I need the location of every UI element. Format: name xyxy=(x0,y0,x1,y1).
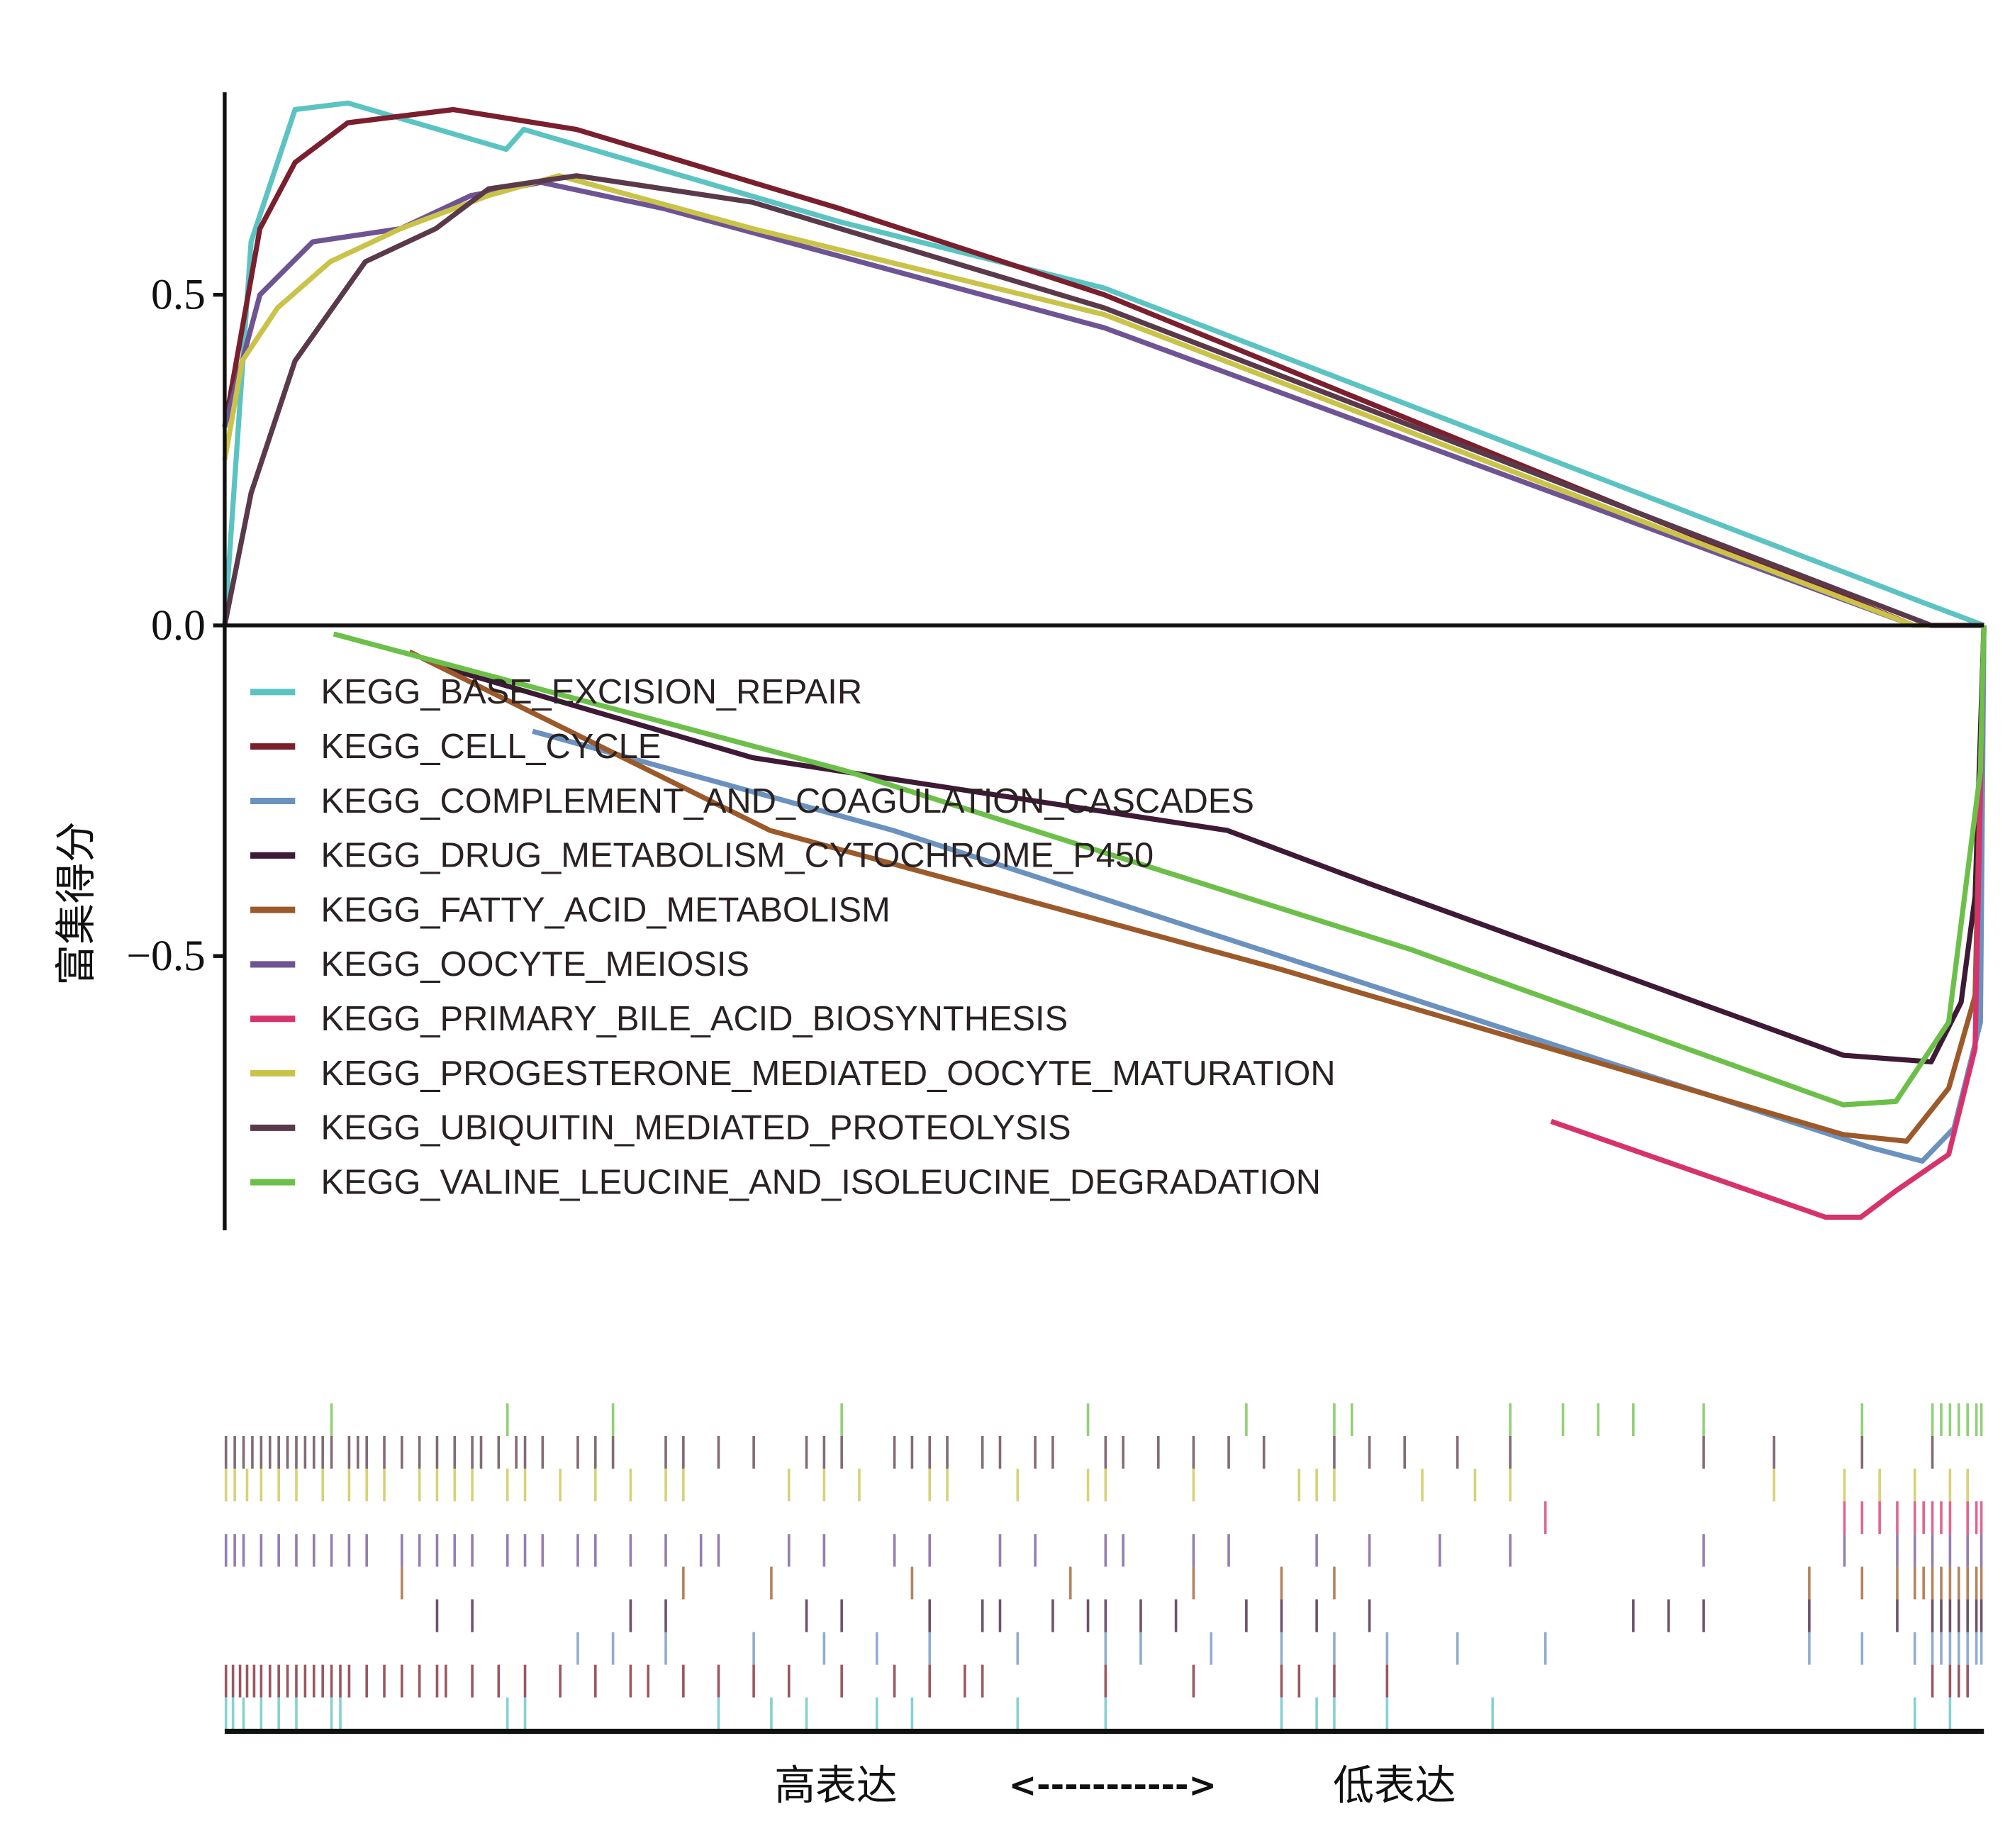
series-line-kegg-drug-metabolism-cytochrome-p450 xyxy=(435,625,1987,1065)
enrichment-curves xyxy=(222,100,1987,1220)
legend: KEGG_BASE_EXCISION_REPAIR KEGG_CELL_CYCLE… xyxy=(250,673,1336,1201)
legend-label: KEGG_FATTY_ACID_METABOLISM xyxy=(320,891,890,929)
y-ticks: 0.5 0.0 −0.5 xyxy=(126,271,225,980)
legend-label: KEGG_BASE_EXCISION_REPAIR xyxy=(320,673,862,711)
hit-barcode xyxy=(224,1403,1983,1730)
x-label-high-expression: 高表达 xyxy=(774,1761,898,1809)
series-line-kegg-base-excision-repair xyxy=(222,100,1985,628)
legend-label: KEGG_PROGESTERONE_MEDIATED_OOCYTE_MATURA… xyxy=(320,1054,1335,1093)
x-label-low-expression: 低表达 xyxy=(1333,1761,1456,1809)
legend-label: KEGG_VALINE_LEUCINE_AND_ISOLEUCINE_DEGRA… xyxy=(320,1163,1321,1201)
legend-label: KEGG_OOCYTE_MEIOSIS xyxy=(320,945,749,984)
legend-label: KEGG_COMPLEMENT_AND_COAGULATION_CASCADES xyxy=(320,782,1254,820)
legend-label: KEGG_DRUG_METABOLISM_CYTOCHROME_P450 xyxy=(320,837,1154,875)
series-line-kegg-progesterone-mediated-oocyte-maturation xyxy=(222,173,1984,628)
y-tick-label: −0.5 xyxy=(126,932,205,980)
legend-label: KEGG_CELL_CYCLE xyxy=(320,728,661,766)
series-line-kegg-primary-bile-acid-biosynthesis xyxy=(1550,625,1987,1220)
series-line-kegg-oocyte-meiosis xyxy=(222,179,1984,628)
series-line-kegg-cell-cycle xyxy=(222,106,1984,628)
legend-label: KEGG_UBIQUITIN_MEDIATED_PROTEOLYSIS xyxy=(320,1109,1071,1147)
x-label-arrow: <-----------> xyxy=(1009,1766,1217,1805)
series-line-kegg-fatty-acid-metabolism xyxy=(408,625,1987,1144)
series-line-kegg-ubiquitin-mediated-proteolysis xyxy=(222,173,1984,628)
legend-label: KEGG_PRIMARY_BILE_ACID_BIOSYNTHESIS xyxy=(320,1000,1068,1038)
series-line-kegg-valine-leucine-and-isoleucine-degradation xyxy=(333,625,1987,1108)
y-axis-label: 富集得分 xyxy=(52,821,100,985)
y-tick-label: 0.0 xyxy=(151,601,206,650)
y-tick-label: 0.5 xyxy=(151,271,206,319)
